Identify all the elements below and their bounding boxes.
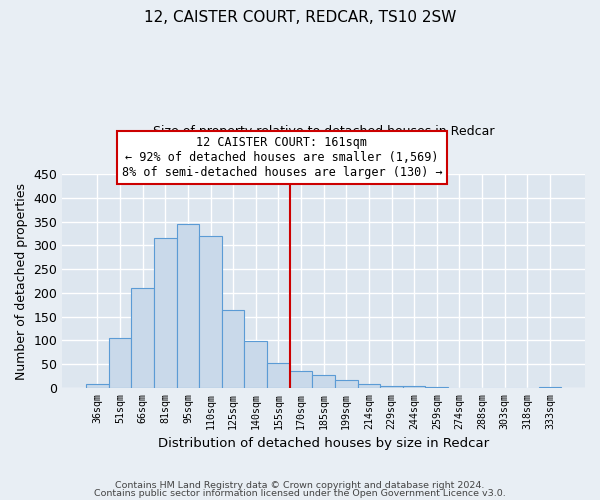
Bar xyxy=(403,386,425,388)
Bar xyxy=(539,387,561,388)
X-axis label: Distribution of detached houses by size in Redcar: Distribution of detached houses by size … xyxy=(158,437,489,450)
Bar xyxy=(267,363,290,388)
Bar xyxy=(244,342,267,388)
Bar xyxy=(154,238,176,388)
Bar xyxy=(176,224,199,388)
Bar xyxy=(380,386,403,388)
Bar xyxy=(313,374,335,388)
Bar xyxy=(335,380,358,388)
Bar xyxy=(86,384,109,388)
Text: Contains public sector information licensed under the Open Government Licence v3: Contains public sector information licen… xyxy=(94,488,506,498)
Text: 12 CAISTER COURT: 161sqm
← 92% of detached houses are smaller (1,569)
8% of semi: 12 CAISTER COURT: 161sqm ← 92% of detach… xyxy=(122,136,442,179)
Bar xyxy=(290,370,313,388)
Text: Contains HM Land Registry data © Crown copyright and database right 2024.: Contains HM Land Registry data © Crown c… xyxy=(115,481,485,490)
Bar xyxy=(131,288,154,388)
Bar xyxy=(358,384,380,388)
Title: Size of property relative to detached houses in Redcar: Size of property relative to detached ho… xyxy=(153,126,494,138)
Bar xyxy=(109,338,131,388)
Bar xyxy=(199,236,222,388)
Bar xyxy=(222,310,244,388)
Y-axis label: Number of detached properties: Number of detached properties xyxy=(15,182,28,380)
Text: 12, CAISTER COURT, REDCAR, TS10 2SW: 12, CAISTER COURT, REDCAR, TS10 2SW xyxy=(144,10,456,25)
Bar xyxy=(425,387,448,388)
